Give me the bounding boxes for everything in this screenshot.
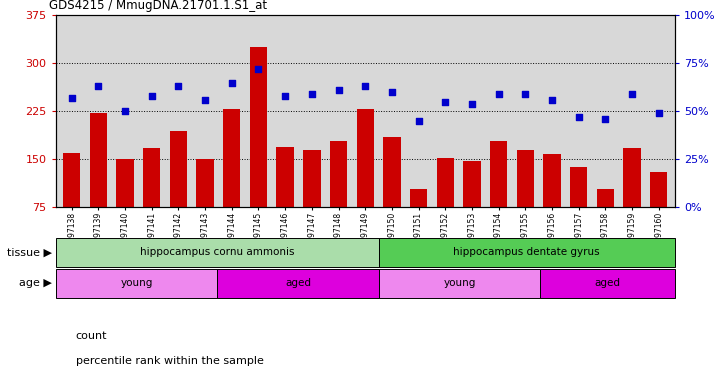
Point: [360, 83, 371, 89]
Point: [226, 79, 238, 86]
Bar: [410, 189, 427, 255]
Point: [440, 99, 451, 105]
Point: [173, 83, 184, 89]
Point: [279, 93, 291, 99]
Bar: [276, 147, 294, 255]
Bar: [383, 137, 401, 255]
Bar: [543, 154, 560, 255]
Bar: [223, 109, 241, 255]
Point: [199, 97, 211, 103]
Point: [653, 110, 665, 116]
Bar: [356, 109, 374, 255]
Bar: [170, 131, 187, 255]
Point: [546, 97, 558, 103]
Point: [600, 116, 611, 122]
Text: percentile rank within the sample: percentile rank within the sample: [76, 356, 263, 366]
Text: young: young: [443, 278, 476, 288]
Point: [466, 101, 478, 107]
Bar: [597, 189, 614, 255]
Bar: [378, 238, 675, 267]
Text: age ▶: age ▶: [19, 278, 52, 288]
Text: young: young: [120, 278, 153, 288]
Bar: [330, 141, 347, 255]
Bar: [196, 159, 213, 255]
Bar: [490, 141, 507, 255]
Text: count: count: [76, 331, 107, 341]
Text: aged: aged: [595, 278, 620, 288]
Bar: [517, 150, 534, 255]
Text: GDS4215 / MmugDNA.21701.1.S1_at: GDS4215 / MmugDNA.21701.1.S1_at: [49, 0, 266, 12]
Point: [306, 91, 318, 97]
Text: hippocampus cornu ammonis: hippocampus cornu ammonis: [140, 247, 294, 258]
Bar: [143, 148, 161, 255]
Point: [413, 118, 424, 124]
Bar: [303, 150, 321, 255]
Text: hippocampus dentate gyrus: hippocampus dentate gyrus: [453, 247, 600, 258]
Bar: [436, 158, 454, 255]
Bar: [378, 269, 540, 298]
Point: [626, 91, 638, 97]
Point: [333, 87, 344, 93]
Point: [573, 114, 584, 120]
Bar: [116, 159, 134, 255]
Bar: [650, 172, 668, 255]
Point: [119, 108, 131, 114]
Point: [386, 89, 398, 95]
Bar: [90, 113, 107, 255]
Bar: [463, 161, 481, 255]
Point: [146, 93, 158, 99]
Text: tissue ▶: tissue ▶: [7, 247, 52, 258]
Point: [253, 66, 264, 72]
Bar: [623, 148, 640, 255]
Point: [493, 91, 504, 97]
Bar: [570, 167, 588, 255]
Point: [66, 95, 77, 101]
Text: aged: aged: [285, 278, 311, 288]
Bar: [540, 269, 675, 298]
Bar: [217, 269, 378, 298]
Bar: [63, 153, 81, 255]
Bar: [56, 269, 217, 298]
Point: [93, 83, 104, 89]
Bar: [250, 47, 267, 255]
Bar: [56, 238, 378, 267]
Point: [520, 91, 531, 97]
